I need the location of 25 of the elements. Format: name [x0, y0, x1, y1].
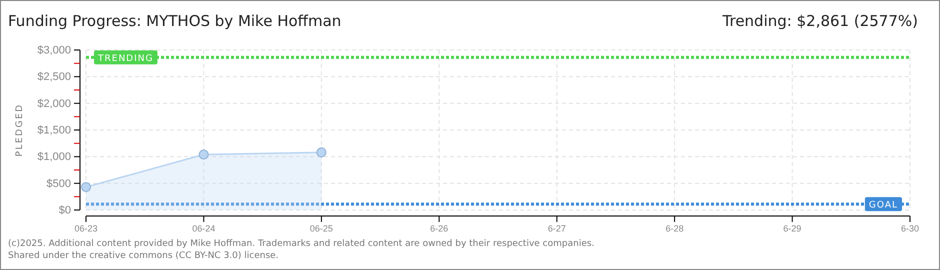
y-tick-label: $1,000 [37, 151, 71, 164]
text: (c)2025. Additional content provided by Mike Hoffman. Trademarks and related content are owned by their respective companies. [8, 239, 594, 249]
y-tick-label: $500 [46, 178, 71, 190]
chart-title: Funding Progress: MYTHOS by Mike Hoffman [8, 12, 342, 30]
point [316, 147, 326, 158]
x-tick-label: 6-27 [548, 223, 566, 234]
x-tick-label: 06-23 [74, 223, 98, 234]
chart-subtitle: Trending: $2,861 (2577%) [722, 12, 918, 30]
x-tick-label: 6-28 [666, 223, 684, 234]
x-tick-label: 6-29 [783, 223, 802, 234]
ref-line-label: GOAL [868, 200, 898, 211]
x-tick-label: 06-25 [310, 223, 333, 234]
y-tick-label: $2,500 [37, 71, 71, 84]
y-tick-label: $1,500 [37, 124, 71, 137]
point [81, 182, 91, 192]
y-tick-label: $0 [58, 204, 71, 217]
y-axis-title: PLEDGED [15, 103, 25, 157]
x-tick-label: 6-30 [900, 223, 920, 234]
y-tick-label: $3,000 [37, 44, 71, 57]
x-tick-label: 6-26 [430, 223, 448, 234]
x-tick-label: 06-24 [192, 223, 216, 234]
ref-line-label: TRENDING [97, 54, 154, 64]
y-tick-label: $2,000 [37, 98, 71, 110]
point [198, 150, 209, 160]
text: Shared under the creative commons (CC BY-NC 3.0) license. [8, 251, 279, 261]
